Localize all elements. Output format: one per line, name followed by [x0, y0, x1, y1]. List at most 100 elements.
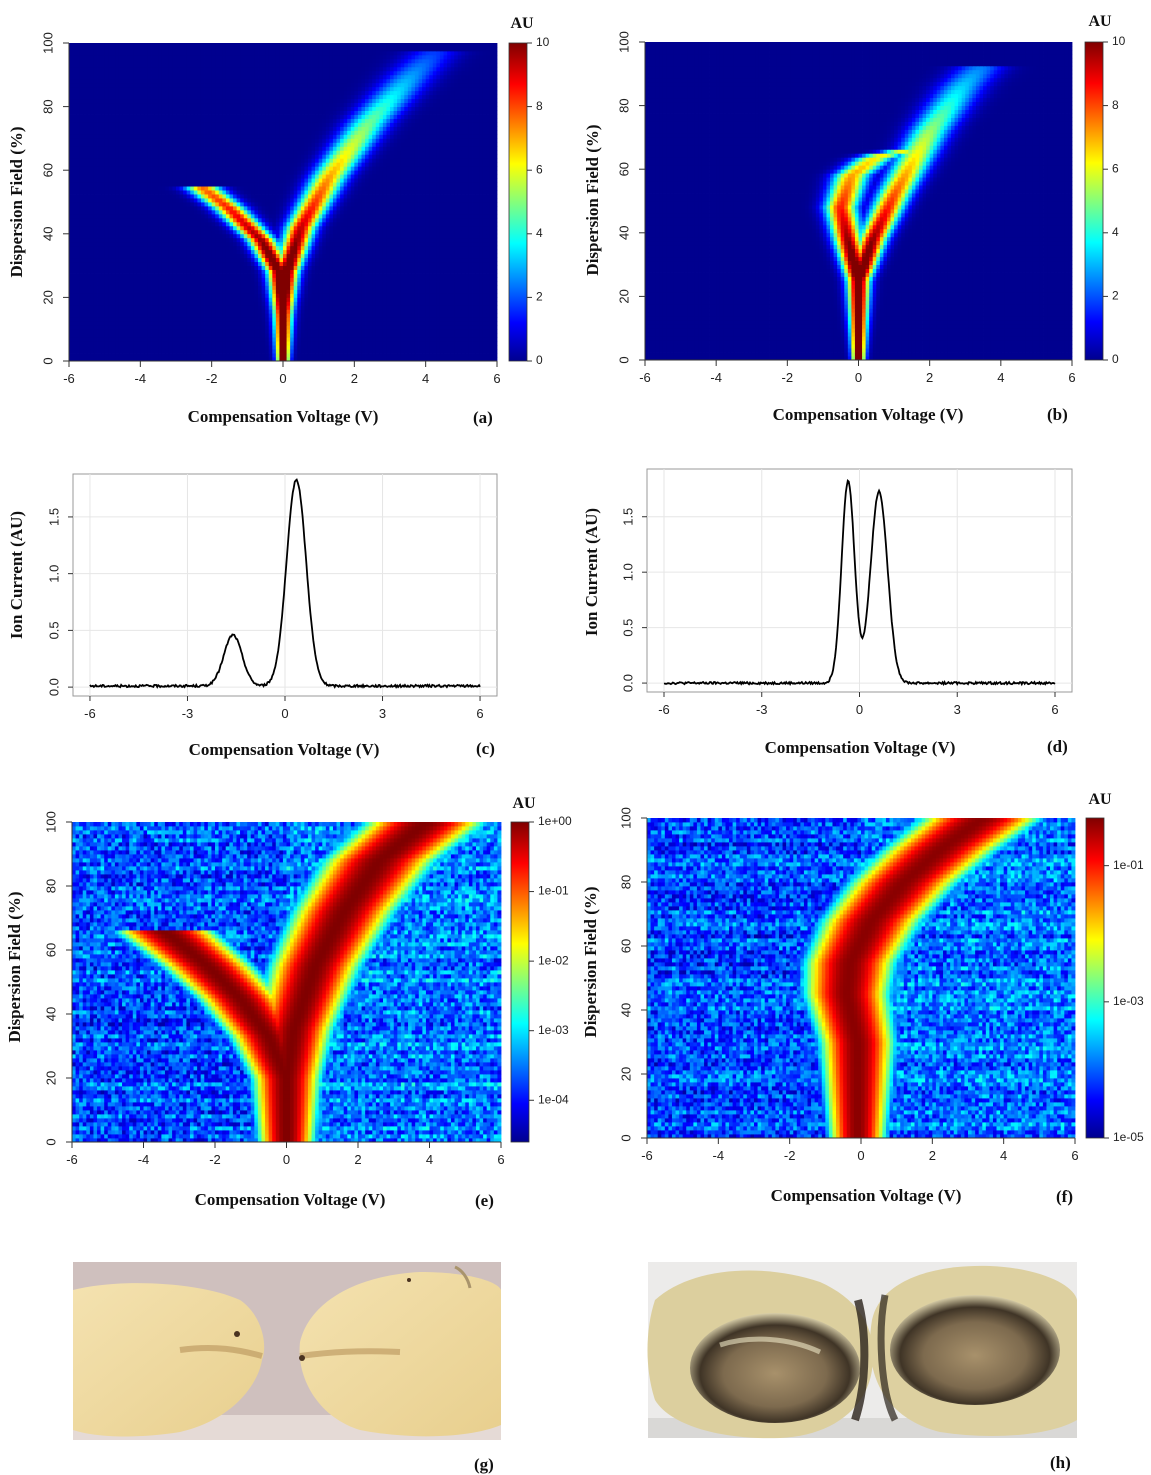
heatmap-cells — [645, 42, 1073, 361]
series-line — [89, 478, 481, 689]
y-tick-label: 0 — [40, 357, 55, 364]
potato-spot — [234, 1331, 240, 1337]
panel-label-d: (d) — [1047, 737, 1068, 756]
y-axis-title: Dispersion Field (%) — [581, 886, 600, 1037]
colorbar-tick-label: 1e+00 — [538, 814, 572, 828]
rot-dark-edge — [851, 1298, 869, 1422]
x-tick-label: 0 — [281, 706, 288, 721]
x-axis-title: Compensation Voltage (V) — [765, 738, 956, 757]
y-tick-label: 0.5 — [620, 619, 635, 637]
panel-label-a: (a) — [473, 408, 493, 427]
panel-label-f: (f) — [1056, 1187, 1073, 1206]
y-tick-label: 1.0 — [46, 565, 61, 583]
x-tick-label: 3 — [954, 702, 961, 717]
panel-label-e: (e) — [475, 1191, 494, 1210]
colorbar: AU 1e-04 1e-03 1e-02 1e-01 1e+00 — [510, 795, 572, 1143]
x-tick-label: -2 — [206, 371, 218, 386]
x-tick-label: 2 — [929, 1148, 936, 1163]
colorbar-tick-label: 0 — [1112, 352, 1119, 366]
axes: -6 -3 0 3 6 0.0 0.5 1.0 1.5 — [620, 508, 1058, 717]
colorbar-tick-label: 4 — [1112, 225, 1119, 239]
y-tick-label: 80 — [618, 875, 633, 889]
x-tick-label: 0 — [856, 702, 863, 717]
x-tick-label: 2 — [354, 1152, 361, 1167]
x-tick-label: -2 — [784, 1148, 796, 1163]
panel-label-c: (c) — [476, 739, 495, 758]
chart-f: -6 -4 -2 0 2 4 6020406080100AU1e-051e-031e-01C… — [581, 791, 1144, 1206]
colorbar-tick-label: 8 — [1112, 98, 1119, 112]
y-tick-label: 0.0 — [46, 678, 61, 696]
colorbar: AU 0 2 4 6 8 10 — [508, 15, 550, 367]
x-tick-label: -4 — [713, 1148, 725, 1163]
heatmap-cells — [69, 43, 498, 362]
potato-half-right — [299, 1272, 501, 1437]
y-tick-label: 0 — [618, 1134, 633, 1141]
potato-spot — [407, 1278, 411, 1282]
series-line — [663, 479, 1056, 687]
colorbar-tick-label: 0 — [536, 353, 543, 367]
x-tick-label: 4 — [997, 370, 1004, 385]
y-tick-label: 40 — [43, 1007, 58, 1021]
y-axis-title: Ion Current (AU) — [582, 508, 601, 636]
x-tick-label: -4 — [138, 1152, 150, 1167]
x-tick-label: 6 — [497, 1152, 504, 1167]
y-tick-label: 100 — [618, 807, 633, 829]
colorbar-title: AU — [512, 795, 536, 812]
chart-b: -6 -4 -2 0 2 4 6020406080100AU0246810Compensat… — [583, 13, 1126, 424]
y-tick-label: 1.5 — [620, 508, 635, 526]
colorbar-tick-label: 10 — [536, 35, 550, 49]
chart-c: -6 -3 0 3 6 0.0 0.5 1.0 1.5 Compensation Voltage … — [7, 473, 498, 759]
y-tick-label: 20 — [618, 1067, 633, 1081]
y-tick-label: 60 — [618, 939, 633, 953]
x-tick-label: -3 — [182, 706, 194, 721]
colorbar-tick-label: 1e-04 — [538, 1092, 569, 1106]
colorbar-title: AU — [510, 15, 534, 32]
x-tick-label: -2 — [209, 1152, 221, 1167]
x-tick-label: 6 — [1068, 370, 1075, 385]
panel-label-h: (h) — [1050, 1453, 1071, 1472]
y-tick-label: 20 — [616, 289, 631, 303]
x-tick-label: -6 — [639, 370, 651, 385]
x-tick-label: 0 — [857, 1148, 864, 1163]
y-axis-title: Dispersion Field (%) — [5, 891, 24, 1042]
rot-area-left — [690, 1313, 860, 1423]
colorbar-tick-label: 1e-02 — [538, 953, 569, 967]
x-tick-label: 4 — [426, 1152, 433, 1167]
x-axis-title: Compensation Voltage (V) — [189, 740, 380, 759]
heatmap-cells — [647, 818, 1076, 1139]
x-tick-label: 6 — [1051, 702, 1058, 717]
chart-a: -6 -4 -2 0 2 4 6020406080100AU0246810Compensat… — [7, 15, 550, 427]
colorbar-tick-label: 2 — [536, 290, 543, 304]
y-tick-label: 80 — [616, 98, 631, 112]
x-axis-title: Compensation Voltage (V) — [773, 405, 964, 424]
x-tick-label: -6 — [658, 702, 670, 717]
y-tick-label: 80 — [43, 879, 58, 893]
panel-label-g: (g) — [474, 1455, 494, 1474]
colorbar-gradient — [1085, 817, 1105, 1139]
potato-core-right — [299, 1348, 401, 1359]
x-tick-label: 0 — [855, 370, 862, 385]
x-tick-label: 6 — [1071, 1148, 1078, 1163]
y-tick-label: 40 — [40, 227, 55, 241]
x-tick-label: 6 — [476, 706, 483, 721]
x-tick-label: -6 — [66, 1152, 78, 1167]
rot-dark-edge — [877, 1294, 899, 1422]
y-tick-label: 60 — [40, 163, 55, 177]
y-tick-label: 0.0 — [620, 674, 635, 692]
colorbar-tick-label: 8 — [536, 99, 543, 113]
colorbar-tick-label: 1e-03 — [1113, 994, 1144, 1008]
chart-d: -6 -3 0 3 6 0.0 0.5 1.0 1.5 Compensation Voltage … — [582, 468, 1073, 757]
x-tick-label: -3 — [756, 702, 768, 717]
x-tick-label: -6 — [63, 371, 75, 386]
y-tick-label: 20 — [40, 290, 55, 304]
x-axis-title: Compensation Voltage (V) — [771, 1186, 962, 1205]
colorbar-tick-label: 1e-01 — [538, 884, 569, 898]
potato-spot — [299, 1355, 305, 1361]
colorbar-tick-label: 1e-03 — [538, 1023, 569, 1037]
rot-highlight — [719, 1336, 822, 1355]
y-tick-label: 1.0 — [620, 563, 635, 581]
y-tick-label: 40 — [616, 226, 631, 240]
